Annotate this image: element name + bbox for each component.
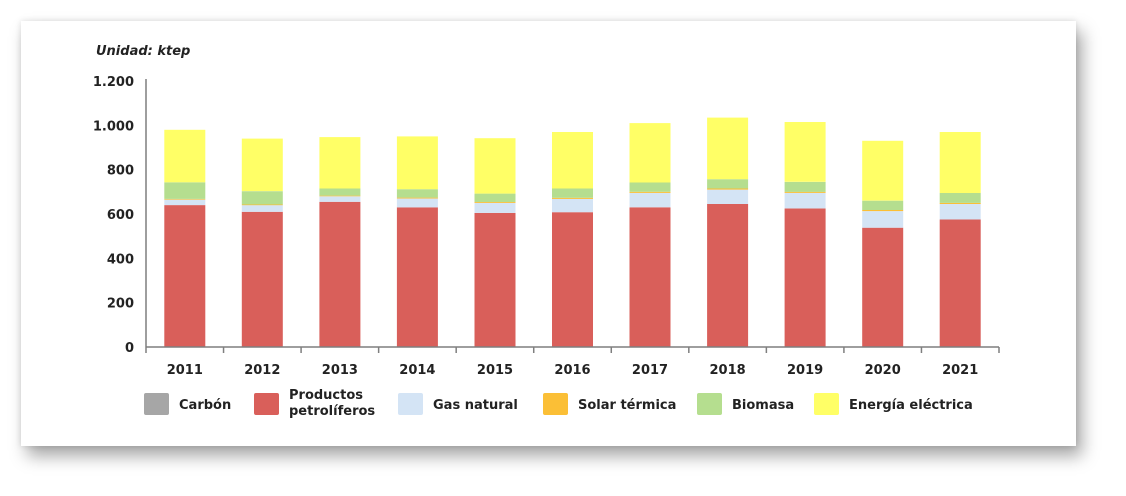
bar-segment (629, 191, 671, 193)
bar-segment (241, 211, 283, 347)
x-tick-label: 2017 (632, 363, 668, 378)
bar-segment (319, 188, 361, 196)
axes (145, 79, 1000, 353)
legend-label: Biomasa (732, 398, 794, 413)
y-tick-label: 200 (107, 297, 134, 312)
x-tick-label: 2020 (865, 363, 901, 378)
bar-segment (319, 201, 361, 347)
bar-segment (629, 123, 671, 183)
bar-segment (241, 204, 283, 206)
bar-segment (319, 196, 361, 202)
bar-segment (474, 202, 516, 213)
bar-segment (939, 202, 981, 204)
x-tick-label: 2018 (710, 363, 746, 378)
legend-swatch (697, 393, 722, 415)
x-tick-label: 2013 (322, 363, 358, 378)
bar-segment (707, 188, 749, 190)
legend-label: Carbón (179, 398, 231, 413)
y-tick-label: 0 (125, 341, 134, 356)
bar-segment (939, 192, 981, 203)
bar-segment (629, 192, 671, 208)
x-tick-label: 2016 (554, 363, 590, 378)
bar-segment (164, 129, 206, 183)
x-tick-label: 2011 (167, 363, 203, 378)
bar-segment (241, 205, 283, 212)
bar-segment (552, 212, 593, 347)
x-tick-label: 2014 (399, 363, 435, 378)
y-axis: 0 200 400 600 800 1.000 1.200 (93, 75, 134, 356)
legend-swatch (254, 393, 279, 415)
bar-segment (707, 179, 749, 189)
bar-segment (552, 198, 593, 213)
bar-segment (396, 189, 438, 198)
x-axis: 2011 2012 2013 2014 2015 2016 2017 2018 2019 2020… (167, 363, 979, 378)
bar-segment (474, 138, 516, 194)
bar-segment (474, 193, 516, 202)
bar-segment (784, 181, 826, 192)
bar-segment (552, 188, 593, 198)
bar-segment (629, 182, 671, 192)
bar-segment (862, 200, 904, 210)
bar-segment (164, 198, 206, 200)
bar-segment (396, 136, 438, 190)
chart-card: Unidad: ktep 0 200 400 600 800 1.000 1.200 201… (21, 21, 1076, 446)
y-tick-label: 800 (107, 164, 134, 179)
x-tick-label: 2015 (477, 363, 513, 378)
bar-segment (707, 189, 749, 204)
unit-label: Unidad: ktep (96, 44, 190, 59)
bar-segment (784, 122, 826, 182)
bar-segment (784, 192, 826, 209)
bar-segment (552, 132, 593, 189)
bar-segment (784, 208, 826, 347)
bar-segment (939, 219, 981, 347)
x-tick-label: 2021 (942, 363, 978, 378)
bar-segment (707, 204, 749, 347)
bar-segment (862, 227, 904, 347)
bar-segment (474, 202, 516, 203)
bar-segment (862, 140, 904, 201)
bar-segment (939, 204, 981, 220)
bar-segment (164, 199, 206, 206)
legend-swatch (543, 393, 568, 415)
bar-segment (241, 191, 283, 205)
bar-segment (784, 191, 826, 193)
bar-segment (319, 195, 361, 197)
y-tick-label: 400 (107, 252, 134, 267)
bar-segment (552, 197, 593, 199)
stacked-bar-chart: Unidad: ktep 0 200 400 600 800 1.000 1.200 201… (93, 44, 1000, 419)
y-tick-label: 600 (107, 208, 134, 223)
bar-segment (396, 198, 438, 208)
bar-segment (164, 205, 206, 347)
legend-swatch (814, 393, 839, 415)
y-tick-label: 1.000 (93, 119, 134, 134)
bar-segment (474, 212, 516, 347)
bar-segment (707, 117, 749, 180)
legend-swatch (398, 393, 423, 415)
legend-swatch (144, 393, 169, 415)
bar-segment (319, 137, 361, 189)
x-tick-label: 2012 (244, 363, 280, 378)
bars (164, 117, 981, 347)
bar-segment (396, 197, 438, 199)
legend-label: Gas natural (433, 398, 518, 413)
legend-label: Productos petrolíferos (289, 388, 375, 419)
y-tick-label: 1.200 (93, 75, 134, 90)
legend-label: Energía eléctrica (849, 398, 973, 413)
bar-segment (939, 132, 981, 193)
bar-segment (241, 138, 283, 192)
legend-label: Solar térmica (578, 398, 676, 413)
legend: Carbón Productos petrolíferos Gas natural So… (144, 388, 973, 419)
bar-segment (629, 207, 671, 347)
bar-segment (862, 210, 904, 212)
bar-segment (396, 207, 438, 347)
bar-segment (862, 211, 904, 228)
x-tick-label: 2019 (787, 363, 823, 378)
bar-segment (164, 182, 206, 199)
